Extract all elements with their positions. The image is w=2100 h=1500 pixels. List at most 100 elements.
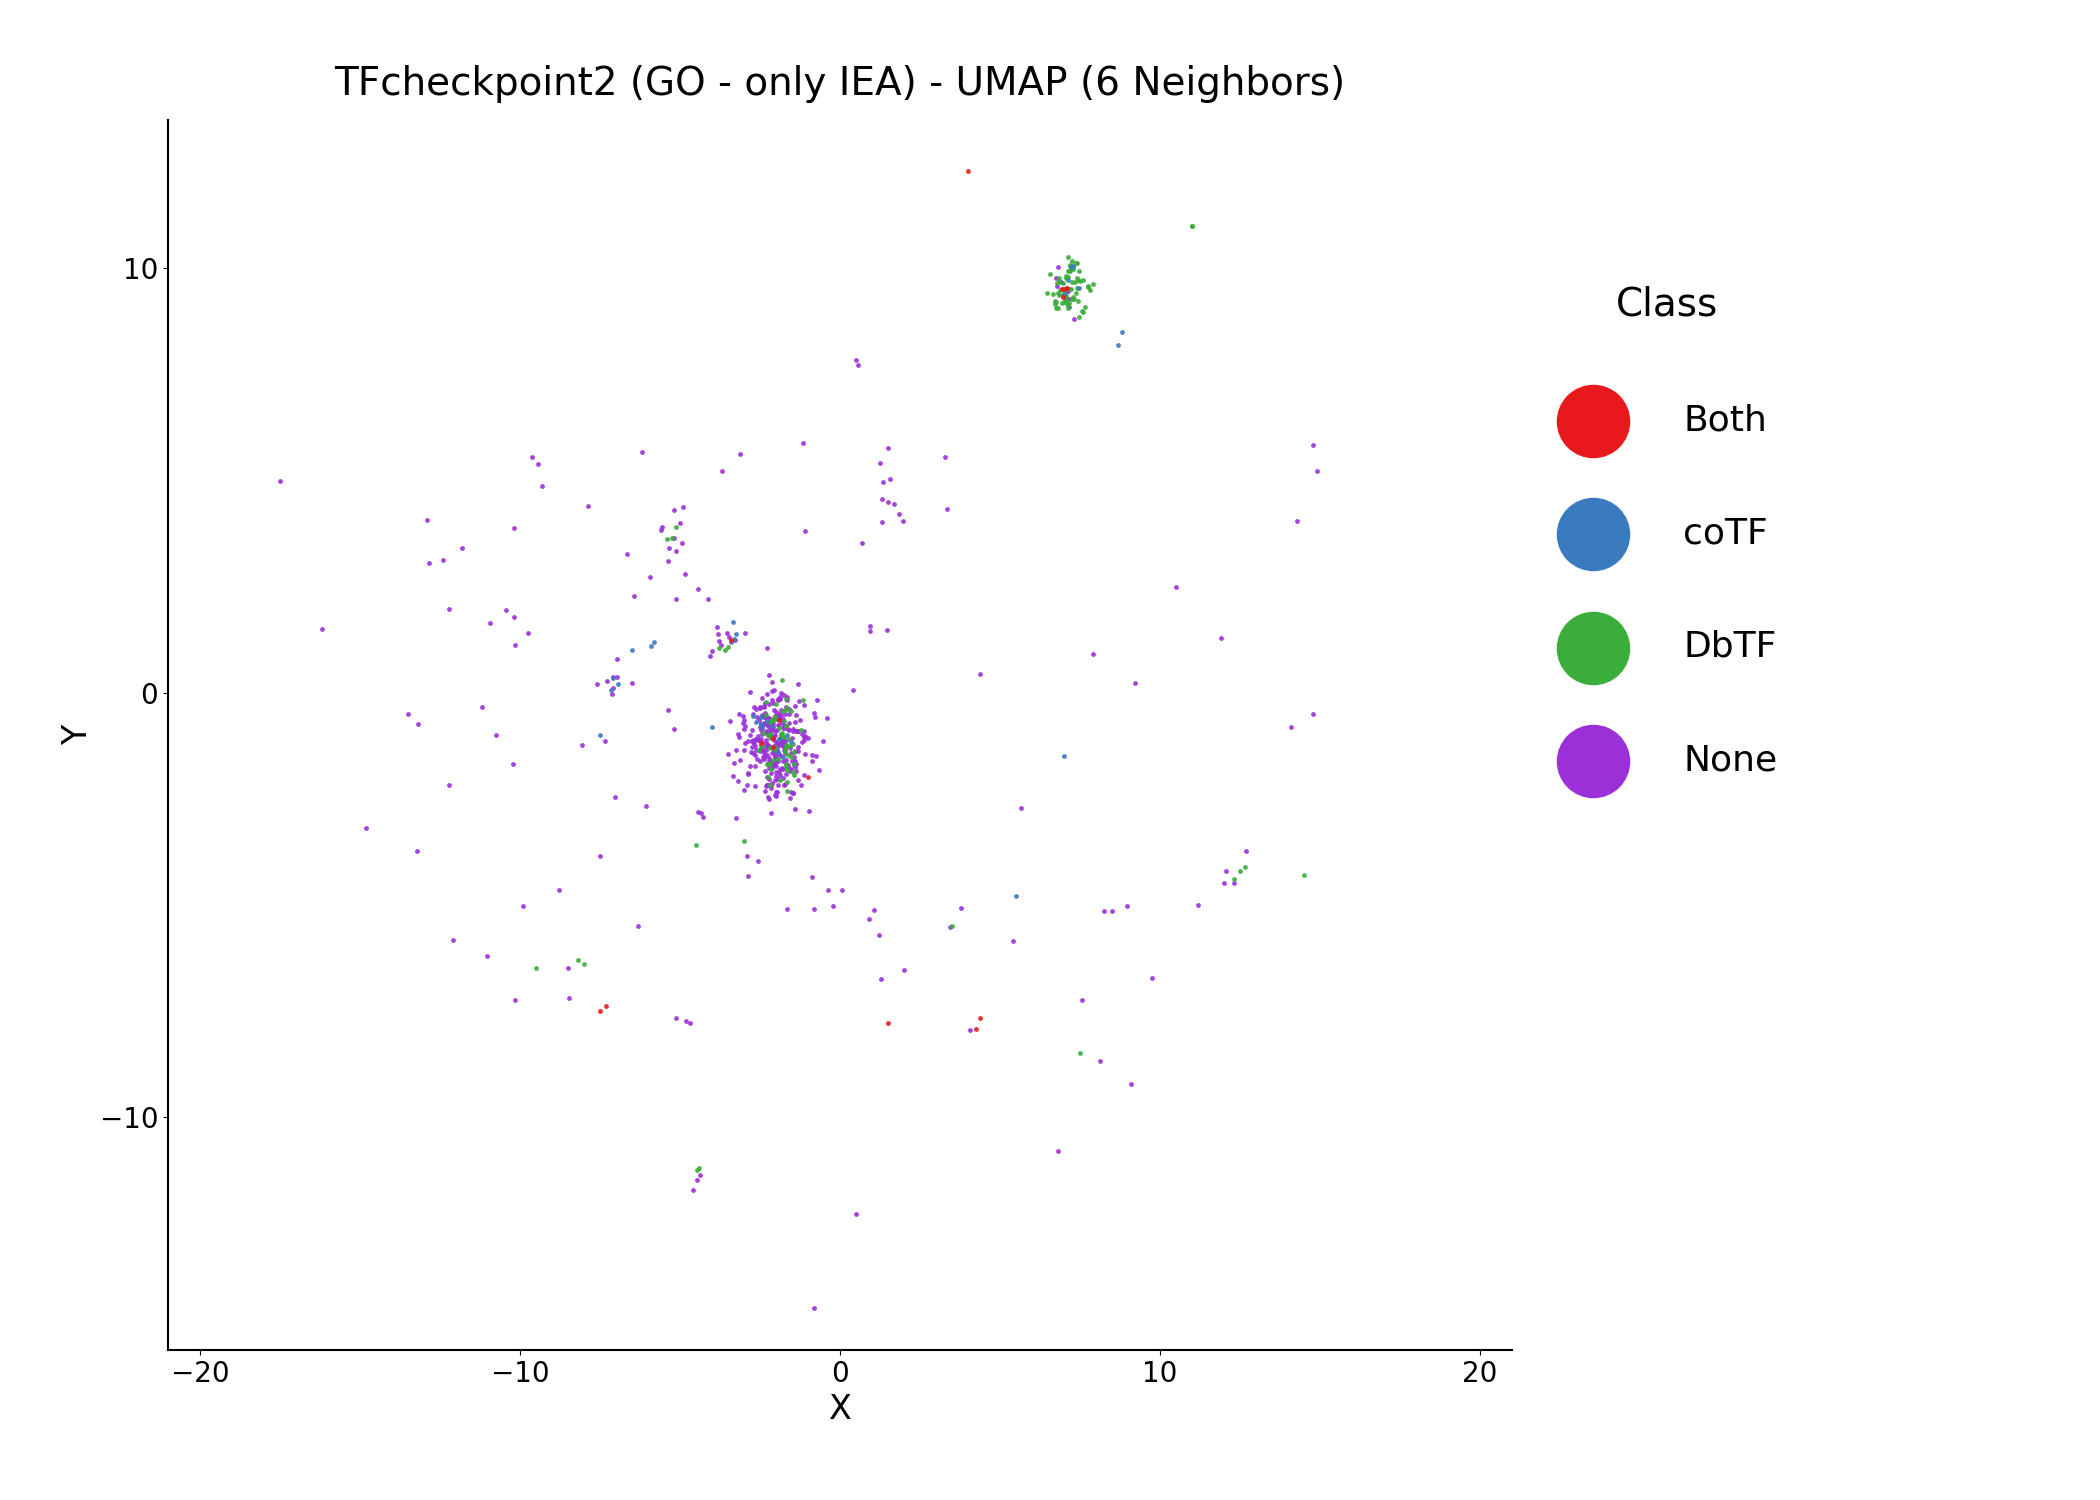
Point (779, 702, 813, 726)
Point (1042, 296, 1075, 320)
Point (561, 948, 594, 972)
Point (779, 759, 813, 783)
Point (1000, 884, 1033, 908)
Point (659, 514, 693, 538)
Point (727, 704, 760, 728)
Point (773, 746, 806, 770)
Point (735, 728, 769, 752)
Point (750, 728, 783, 752)
Point (754, 711, 788, 735)
Point (1054, 286, 1088, 310)
Point (817, 894, 850, 918)
Point (777, 780, 811, 804)
Point (754, 714, 788, 738)
Point (754, 750, 788, 774)
Point (872, 1011, 905, 1035)
Point (746, 730, 779, 754)
Point (777, 753, 811, 777)
Point (750, 712, 783, 736)
Point (762, 705, 796, 729)
Point (771, 753, 804, 777)
Point (762, 726, 796, 750)
Point (771, 723, 804, 747)
Point (743, 714, 777, 738)
Point (748, 741, 781, 765)
Point (754, 722, 788, 746)
Point (741, 738, 775, 762)
Point (739, 710, 773, 734)
Point (1033, 262, 1067, 286)
Point (762, 742, 796, 766)
Point (777, 740, 811, 764)
Point (872, 435, 905, 459)
Point (1228, 855, 1262, 879)
Point (863, 450, 897, 474)
Point (735, 741, 769, 765)
Point (878, 492, 911, 516)
Point (754, 735, 788, 759)
Point (769, 754, 802, 778)
Point (762, 750, 796, 774)
Point (746, 716, 779, 740)
Point (762, 734, 796, 758)
Point (519, 957, 552, 981)
Point (1052, 278, 1086, 302)
Point (712, 624, 746, 648)
Point (712, 708, 746, 732)
Point (769, 740, 802, 764)
Point (781, 768, 815, 792)
Point (750, 772, 783, 796)
Point (1208, 871, 1241, 895)
Point (769, 738, 802, 762)
Point (758, 705, 792, 729)
Point (659, 586, 693, 610)
Point (716, 752, 750, 776)
Point (785, 730, 819, 754)
Point (433, 597, 466, 621)
Point (750, 682, 783, 706)
Point (886, 957, 920, 981)
Point (766, 669, 800, 693)
Point (680, 1168, 714, 1192)
Point (752, 720, 785, 744)
Point (796, 748, 830, 772)
Point (769, 772, 802, 796)
Point (506, 894, 540, 918)
Point (754, 772, 788, 796)
Point (1054, 278, 1088, 302)
Point (1084, 1048, 1117, 1072)
Point (758, 723, 792, 747)
Point (731, 760, 764, 784)
Point (743, 728, 777, 752)
Point (1073, 279, 1107, 303)
Point (1071, 274, 1105, 298)
Point (680, 578, 714, 602)
Point (670, 1010, 704, 1034)
Point (748, 705, 781, 729)
Point (1063, 276, 1096, 300)
Point (769, 734, 802, 758)
Point (1052, 254, 1086, 278)
Point (756, 756, 790, 780)
Point (792, 800, 825, 824)
Point (777, 782, 811, 806)
Point (762, 686, 796, 709)
Point (737, 732, 771, 756)
Point (771, 688, 804, 712)
Point (750, 706, 783, 730)
Point (498, 633, 531, 657)
Point (773, 759, 806, 783)
Point (1088, 898, 1121, 922)
Point (779, 718, 813, 742)
Point (567, 952, 601, 976)
Point (580, 672, 613, 696)
Point (783, 718, 817, 742)
Point (601, 672, 634, 696)
Point (769, 738, 802, 762)
Point (410, 509, 443, 532)
Point (756, 735, 790, 759)
Title: TFcheckpoint2 (GO - only IEA) - UMAP (6 Neighbors): TFcheckpoint2 (GO - only IEA) - UMAP (6 … (334, 64, 1346, 104)
Point (748, 705, 781, 729)
Point (699, 615, 733, 639)
Point (584, 999, 617, 1023)
